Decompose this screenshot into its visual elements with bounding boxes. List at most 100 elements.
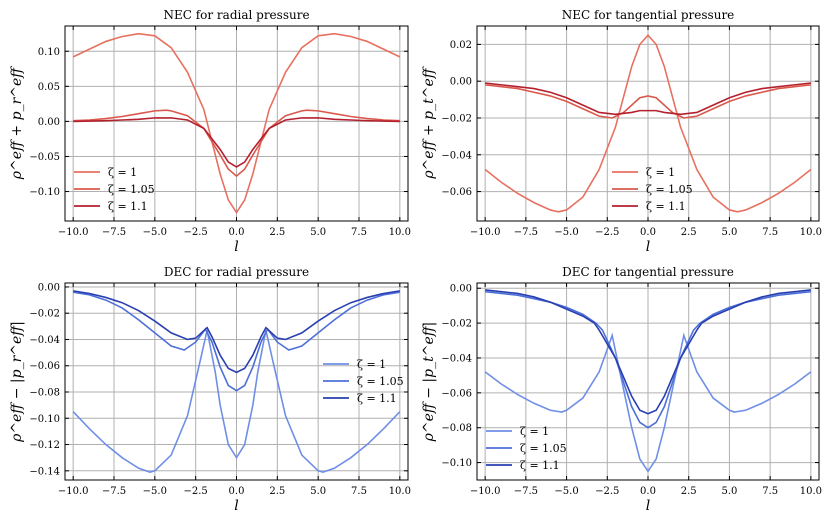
y-tick-label: −0.06 <box>441 187 472 198</box>
chart-title: NEC for radial pressure <box>163 8 309 22</box>
series-line-2 <box>73 109 400 178</box>
x-tick-label: 5.0 <box>721 227 737 238</box>
y-tick-label: −0.10 <box>441 458 472 469</box>
x-tick-label: 5.0 <box>310 486 326 497</box>
series-line-1 <box>484 33 812 213</box>
x-tick-label: −5.0 <box>554 486 578 497</box>
legend-label: ζ = 1.05 <box>520 442 567 455</box>
x-tick-label: −10.0 <box>470 227 501 238</box>
x-tick-label: −2.5 <box>184 486 208 497</box>
y-tick-label: −0.06 <box>441 388 472 399</box>
y-tick-label: −0.04 <box>441 353 472 364</box>
legend-label: ζ = 1.1 <box>646 200 686 213</box>
series-line-3 <box>485 289 811 415</box>
series-line-3 <box>73 117 400 168</box>
series-line-2 <box>485 84 811 119</box>
y-tick-label: −0.14 <box>29 466 60 477</box>
legend-label: ζ = 1 <box>520 425 549 438</box>
legend: ζ = 1 ζ = 1.05 ζ = 1.1 <box>612 166 693 213</box>
x-tick-label: −2.5 <box>184 227 208 238</box>
x-tick-label: −10.0 <box>470 486 501 497</box>
x-tick-label: 7.5 <box>762 227 778 238</box>
series-line-1 <box>72 32 401 215</box>
legend-label: ζ = 1.05 <box>108 183 155 196</box>
legend-label: ζ = 1.1 <box>108 200 148 213</box>
series-line-3 <box>73 290 400 374</box>
y-axis-label: ρ^eff + p_t^eff <box>421 66 437 179</box>
chart-panel-4: −10.0 −7.5 −5.0 −2.5 0.0 2.5 5.0 7.5 10.0 −0.10 −0… <box>421 265 822 514</box>
x-tick-label: 2.5 <box>269 227 285 238</box>
y-tick-label: 0.02 <box>450 40 472 51</box>
x-axis-label: l <box>234 239 238 255</box>
chart-title: DEC for tangential pressure <box>562 265 734 279</box>
y-tick-label: −0.02 <box>441 113 472 124</box>
x-tick-label: 2.5 <box>681 227 697 238</box>
x-tick-label: 2.5 <box>269 486 285 497</box>
x-tick-label: −7.5 <box>102 227 126 238</box>
x-tick-label: 0.0 <box>229 227 245 238</box>
y-axis-label: ρ^eff − |p_r^eff| <box>9 321 25 443</box>
legend: ζ = 1 ζ = 1.05 ζ = 1.1 <box>486 425 567 472</box>
x-tick-label: 0.0 <box>640 227 656 238</box>
x-tick-label: −5.0 <box>554 227 578 238</box>
x-tick-label: 7.5 <box>762 486 778 497</box>
x-tick-label: −7.5 <box>102 486 126 497</box>
y-tick-label: −0.02 <box>29 309 60 320</box>
chart-title: DEC for radial pressure <box>164 265 309 279</box>
x-tick-label: 10.0 <box>389 227 411 238</box>
y-tick-label: 0.00 <box>38 282 60 293</box>
x-tick-label: −10.0 <box>58 486 89 497</box>
x-tick-label: −7.5 <box>514 486 538 497</box>
legend-label: ζ = 1.05 <box>357 375 404 388</box>
x-tick-label: 5.0 <box>310 227 326 238</box>
x-tick-label: 10.0 <box>389 486 411 497</box>
chart-panel-2: −10.0 −7.5 −5.0 −2.5 0.0 2.5 5.0 7.5 10.0 −0.06 −0… <box>421 8 822 255</box>
x-tick-label: 2.5 <box>681 486 697 497</box>
x-tick-label: −5.0 <box>143 227 167 238</box>
x-tick-label: 0.0 <box>229 486 245 497</box>
series-line-1 <box>484 332 812 473</box>
x-tick-label: −2.5 <box>595 227 619 238</box>
y-tick-label: −0.10 <box>29 414 60 425</box>
chart-panel-1: −10.0 −7.5 −5.0 −2.5 0.0 2.5 5.0 7.5 10.0 −0.10 −0… <box>9 8 411 255</box>
y-tick-label: −0.12 <box>29 440 60 451</box>
y-tick-label: −0.05 <box>29 152 60 163</box>
legend-label: ζ = 1 <box>108 166 137 179</box>
x-axis-label: l <box>646 239 650 255</box>
y-tick-label: −0.04 <box>29 335 60 346</box>
chart-title: NEC for tangential pressure <box>562 8 735 22</box>
x-tick-label: 0.0 <box>640 486 656 497</box>
y-tick-label: −0.08 <box>441 423 472 434</box>
x-axis-label: l <box>234 498 238 514</box>
legend-label: ζ = 1.1 <box>520 459 560 472</box>
y-tick-label: 0.00 <box>38 117 60 128</box>
series-line-2 <box>73 291 400 392</box>
legend-label: ζ = 1.1 <box>357 392 397 405</box>
x-tick-label: −10.0 <box>58 227 89 238</box>
y-tick-label: 0.00 <box>450 77 472 88</box>
series-line-3 <box>485 82 811 116</box>
y-tick-label: 0.00 <box>450 284 472 295</box>
x-tick-label: 7.5 <box>351 227 367 238</box>
y-tick-label: 0.05 <box>38 82 60 93</box>
y-axis-label: ρ^eff + p_r^eff <box>9 66 25 180</box>
legend-label: ζ = 1 <box>646 166 675 179</box>
legend-label: ζ = 1.05 <box>646 183 693 196</box>
x-tick-label: −5.0 <box>143 486 167 497</box>
series-line-1 <box>72 330 401 473</box>
y-tick-label: −0.06 <box>29 361 60 372</box>
y-tick-label: −0.10 <box>29 187 60 198</box>
x-tick-label: 10.0 <box>800 486 822 497</box>
y-axis-label: ρ^eff − |p_t^eff| <box>421 322 437 443</box>
y-tick-label: 0.10 <box>38 47 60 58</box>
y-tick-label: −0.02 <box>441 319 472 330</box>
legend-label: ζ = 1 <box>357 358 386 371</box>
legend: ζ = 1 ζ = 1.05 ζ = 1.1 <box>74 166 155 213</box>
x-tick-label: −7.5 <box>514 227 538 238</box>
x-axis-label: l <box>646 498 650 514</box>
chart-panel-3: −10.0 −7.5 −5.0 −2.5 0.0 2.5 5.0 7.5 10.0 −0.14 −0… <box>9 265 411 514</box>
legend: ζ = 1 ζ = 1.05 ζ = 1.1 <box>323 358 404 405</box>
y-tick-label: −0.04 <box>441 150 472 161</box>
x-tick-label: −2.5 <box>595 486 619 497</box>
